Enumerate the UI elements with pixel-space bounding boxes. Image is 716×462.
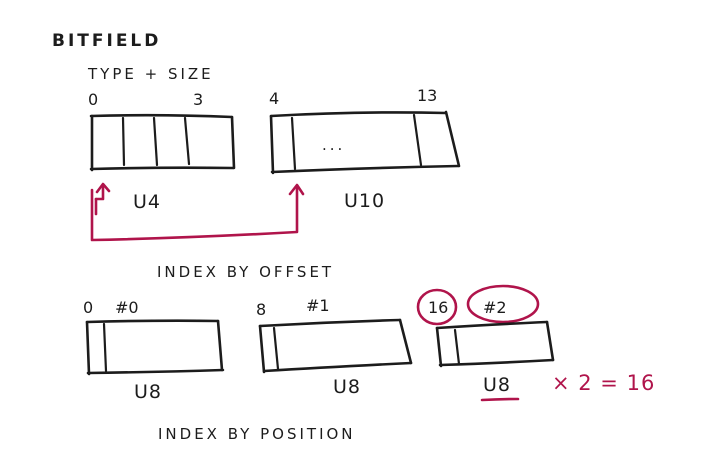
offset-field-0-offset: 0 (83, 298, 93, 317)
field-u10-box (269, 110, 461, 175)
offset-field-2-box (435, 320, 555, 368)
field-u4-type-label: U4 (133, 191, 161, 213)
u8-underline-mark (480, 397, 520, 402)
start-connector-arrow (90, 182, 305, 242)
offset-field-2-index: #2 (483, 298, 507, 317)
offset-field-0-index: #0 (115, 298, 139, 317)
offset-field-1-type: U8 (333, 376, 361, 398)
index-2-highlight-circle (466, 284, 540, 324)
offset-field-2-offset: 16 (428, 298, 448, 317)
offset-heading: INDEX BY OFFSET (157, 263, 334, 281)
offset-field-1-offset: 8 (256, 300, 266, 319)
field-u4-start-label: 0 (88, 90, 98, 109)
position-heading: INDEX BY POSITION (158, 425, 356, 443)
field-u10-start-label: 4 (269, 89, 279, 108)
offset-field-2-type: U8 (483, 374, 511, 396)
offset-field-1-box (258, 318, 413, 374)
offset-16-highlight-circle (416, 288, 458, 326)
offset-field-0-box (85, 319, 225, 376)
field-u10-end-label: 13 (417, 86, 437, 105)
field-u4-end-label: 3 (193, 90, 203, 109)
field-u4-box (89, 113, 236, 172)
diagram-subtitle: TYPE + SIZE (87, 65, 214, 83)
offset-field-0-type: U8 (134, 381, 162, 403)
offset-field-1-index: #1 (306, 296, 330, 315)
field-u10-ellipsis: ... (322, 136, 345, 154)
diagram-title: BITFIELD (52, 31, 161, 51)
field-u10-type-label: U10 (344, 190, 385, 212)
size-equation: × 2 = 16 (552, 371, 655, 395)
